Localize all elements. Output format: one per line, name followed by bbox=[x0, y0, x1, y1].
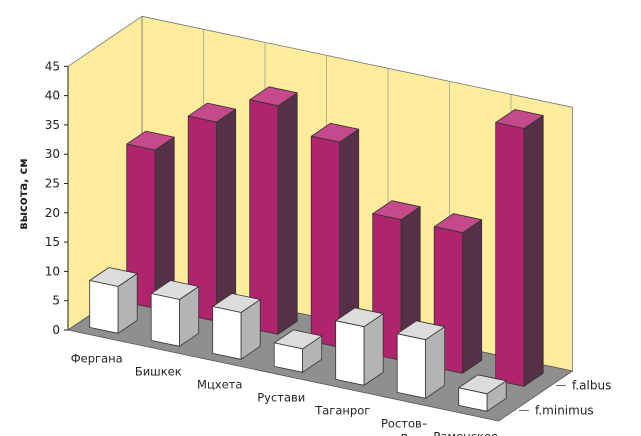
category-label: Ростов– bbox=[381, 417, 428, 431]
y-axis-title: высота, см bbox=[16, 158, 30, 229]
bar-albus-0 bbox=[126, 143, 156, 309]
chart-labels: 0 5 10 15 20 25 30 35 40 45 высота, см Фергана Бишке… bbox=[16, 59, 611, 436]
y-tick-label: 30 bbox=[45, 147, 60, 161]
chart-bars bbox=[89, 86, 544, 412]
y-tick-label: 10 bbox=[45, 264, 60, 278]
bar-albus-5-side bbox=[462, 219, 483, 374]
bar-minimus-2 bbox=[212, 306, 242, 360]
y-tick-label: 0 bbox=[52, 323, 60, 337]
bar-minimus-0 bbox=[89, 280, 119, 334]
bar-albus-2 bbox=[249, 99, 279, 335]
bar-albus-1-side bbox=[216, 108, 237, 322]
y-tick-label: 45 bbox=[45, 59, 60, 73]
category-label: Рустави bbox=[257, 391, 305, 405]
bar-albus-6 bbox=[495, 122, 525, 387]
category-label: Таганрог bbox=[314, 404, 370, 418]
category-label: Бишкек bbox=[135, 365, 182, 379]
bar-albus-2-side bbox=[277, 92, 298, 335]
bar-minimus-5 bbox=[396, 333, 426, 399]
y-tick-label: 25 bbox=[45, 177, 60, 191]
series-label-f-minimus: f.minimus bbox=[535, 404, 594, 418]
y-tick-label: 40 bbox=[45, 89, 60, 103]
category-label: Мцхета bbox=[197, 378, 242, 392]
bar-albus-1 bbox=[187, 115, 217, 322]
bar-minimus-1 bbox=[150, 293, 180, 347]
bar-albus-6-side bbox=[523, 115, 544, 387]
bar-minimus-4 bbox=[335, 320, 365, 386]
y-tick-label: 5 bbox=[52, 294, 60, 308]
series-label-f-albus: f.albus bbox=[572, 379, 611, 393]
y-tick-label: 20 bbox=[45, 206, 60, 220]
bar-albus-3 bbox=[310, 135, 340, 348]
category-label: на–Дону bbox=[379, 432, 430, 436]
bar-minimus-6 bbox=[458, 387, 488, 412]
y-tick-label: 35 bbox=[45, 118, 60, 132]
bar-minimus-3 bbox=[273, 342, 303, 373]
category-label: Раменское bbox=[433, 430, 498, 436]
category-label: Фергана bbox=[71, 352, 123, 366]
y-tick-label: 15 bbox=[45, 235, 60, 249]
